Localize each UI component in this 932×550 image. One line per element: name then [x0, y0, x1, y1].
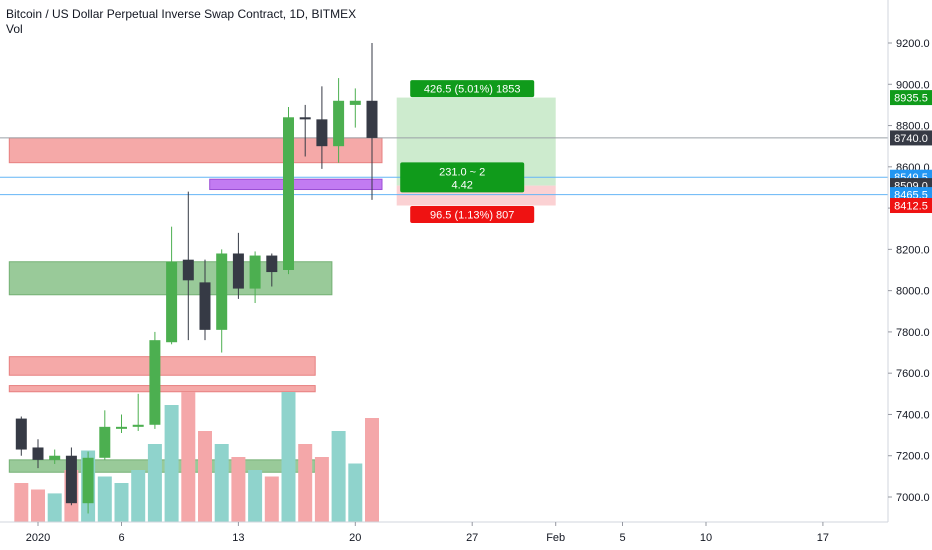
price-tag-bg — [890, 90, 932, 106]
volume-bar — [47, 493, 62, 522]
candle-body — [249, 255, 261, 289]
volume-bar — [131, 470, 146, 522]
zone-resistance-4 — [8, 385, 316, 393]
price-tag: 8740.0 — [890, 130, 932, 146]
price-tag: 8935.5 — [890, 90, 932, 106]
price-tick-label: 8000.0 — [896, 286, 930, 298]
candle-body — [99, 426, 111, 458]
candle-body — [149, 340, 161, 425]
price-tick-label: 7400.0 — [896, 409, 930, 421]
price-tick-label: 9000.0 — [896, 79, 930, 91]
volume-bar — [365, 418, 379, 522]
risk-reward-label: 231.0 ~ 24.42 — [400, 162, 525, 193]
profit-label: 426.5 (5.01%) 1853 — [410, 80, 535, 98]
time-tick-label: 27 — [466, 532, 478, 544]
candle-body — [82, 457, 94, 504]
risk-reward-label-text-2: 4.42 — [451, 179, 472, 191]
zone-resistance-3 — [8, 356, 316, 376]
profit-label-bg — [410, 80, 535, 98]
volume-bar — [114, 483, 129, 522]
candle-body — [333, 100, 345, 147]
price-tick-label: 9200.0 — [896, 38, 930, 50]
candles-layer — [15, 43, 378, 514]
candle-body — [366, 100, 378, 138]
volume-layer — [14, 392, 379, 522]
price-tick-label: 7800.0 — [896, 327, 930, 339]
candle-body — [283, 117, 294, 270]
candle-body — [299, 117, 311, 120]
candle-body — [15, 418, 27, 450]
volume-bar — [14, 483, 29, 522]
volume-bar — [164, 405, 179, 522]
volume-bar — [214, 444, 229, 522]
candle-body — [116, 426, 127, 429]
time-tick-label: 5 — [619, 532, 625, 544]
price-tick-label: 8200.0 — [896, 244, 930, 256]
zones-layer — [8, 137, 383, 473]
volume-bar — [147, 444, 162, 522]
price-tag: 8412.5 — [890, 198, 932, 214]
price-axis: 7000.0 7200.0 7400.0 7600.0 7800.0 8000.0 8200… — [887, 0, 930, 522]
volume-bar — [331, 431, 346, 522]
loss-label-text: 96.5 (1.13%) 807 — [430, 210, 514, 222]
volume-bar — [298, 444, 313, 522]
candle-body — [349, 100, 361, 105]
volume-bar — [97, 476, 112, 522]
price-tick-label: 7200.0 — [896, 451, 930, 463]
candle-body — [199, 282, 211, 330]
candle-body — [182, 259, 194, 281]
candle-body — [49, 455, 61, 460]
candle-body — [166, 261, 178, 343]
candle-body — [232, 253, 244, 289]
time-tick-label: 6 — [118, 532, 124, 544]
volume-bar — [281, 392, 296, 522]
time-tick-label: 17 — [817, 532, 829, 544]
volume-label: Vol — [6, 22, 23, 36]
candle-body — [132, 424, 144, 427]
volume-bar — [314, 457, 329, 522]
price-tag-label: 8935.5 — [894, 93, 928, 105]
candle-body — [65, 455, 77, 504]
loss-label-bg — [410, 206, 535, 224]
price-tick-label: 7000.0 — [896, 492, 930, 504]
volume-bar — [198, 431, 212, 522]
time-tick-label: Feb — [546, 532, 565, 544]
volume-bar — [231, 457, 246, 522]
volume-bar — [348, 463, 363, 522]
candle-body — [32, 447, 44, 460]
volume-bar — [31, 489, 45, 522]
time-tick-label: 2020 — [26, 532, 50, 544]
candle-body — [266, 255, 278, 273]
profit-label-text: 426.5 (5.01%) 1853 — [424, 84, 521, 96]
zone-purple-1 — [209, 178, 383, 191]
risk-reward-label-bg — [400, 162, 525, 193]
time-tick-label: 20 — [349, 532, 361, 544]
price-tag-label: 8412.5 — [894, 201, 928, 213]
time-axis: 2020 6 13 20 27 Feb 5 10 17 — [0, 521, 888, 544]
candle-body — [216, 253, 228, 330]
volume-bar — [248, 470, 263, 522]
time-tick-label: 13 — [232, 532, 244, 544]
chart-title: Bitcoin / US Dollar Perpetual Inverse Sw… — [6, 7, 357, 21]
volume-bar — [264, 476, 279, 522]
risk-reward-label-text: 231.0 ~ 2 — [439, 166, 485, 178]
price-tag-bg — [890, 198, 932, 214]
volume-bar — [181, 392, 196, 522]
price-tick-label: 8800.0 — [896, 121, 930, 133]
position-labels-layer: 426.5 (5.01%) 1853 231.0 ~ 24.42 96.5 (1.1… — [400, 80, 535, 224]
price-tag-label: 8740.0 — [894, 133, 928, 145]
price-tag-bg — [890, 130, 932, 146]
price-tick-label: 7600.0 — [896, 368, 930, 380]
loss-label: 96.5 (1.13%) 807 — [410, 206, 535, 224]
time-tick-label: 10 — [700, 532, 712, 544]
candle-body — [316, 119, 328, 147]
